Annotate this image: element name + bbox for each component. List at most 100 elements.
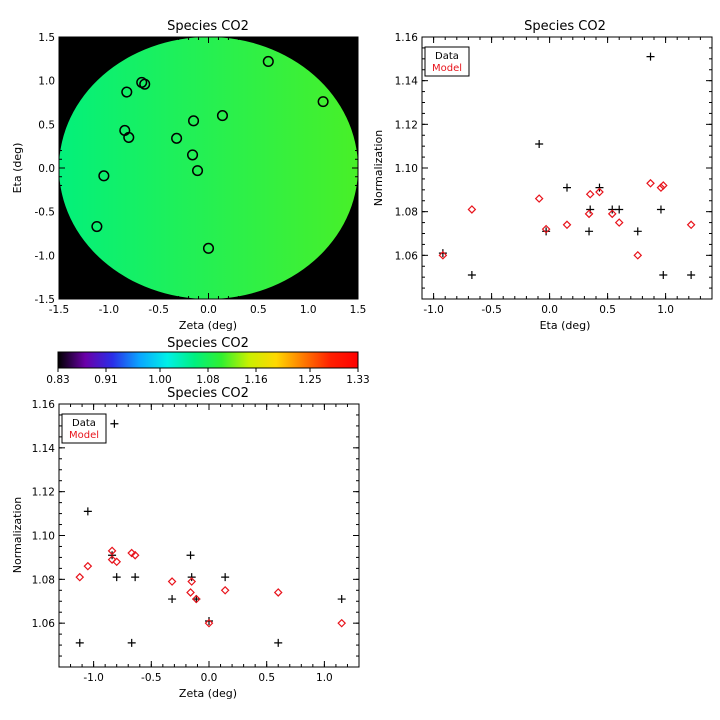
- model-point: [658, 181, 668, 190]
- data-point: [615, 205, 624, 214]
- data-point: [112, 573, 121, 582]
- map-point: [262, 55, 274, 68]
- model-point: [107, 546, 117, 556]
- y-tick-label: 1.16: [395, 32, 419, 44]
- zeta-legend-box: [61, 413, 107, 444]
- model-point: [75, 572, 85, 582]
- data-point: [646, 52, 655, 61]
- model-point: [646, 178, 655, 188]
- y-tick-label: 1.06: [32, 618, 56, 630]
- x-tick-label: -1.0: [83, 672, 104, 684]
- map-point: [216, 110, 229, 122]
- colorbar-tick-label: 1.25: [298, 374, 321, 386]
- model-point: [127, 548, 137, 558]
- data-point: [687, 270, 696, 279]
- y-tick-label: 0.5: [38, 119, 55, 131]
- x-tick-label: 1.0: [316, 672, 333, 684]
- eta-legend-model: Model: [432, 63, 462, 74]
- x-tick-label: 0.5: [250, 304, 267, 316]
- map-points: [91, 55, 329, 254]
- data-point: [108, 551, 117, 560]
- map-point: [136, 76, 148, 88]
- model-point: [83, 561, 93, 571]
- map-point: [317, 96, 329, 108]
- map-point: [202, 242, 215, 254]
- model-point: [467, 205, 477, 214]
- x-tick-label: 0.5: [599, 304, 616, 316]
- y-tick-label: 1.10: [395, 163, 418, 175]
- data-point: [221, 573, 230, 582]
- data-point: [127, 638, 136, 647]
- model-point: [438, 250, 448, 260]
- map-xlabel: Zeta (deg): [179, 319, 237, 332]
- model-point: [585, 189, 595, 199]
- x-tick-label: 0.0: [200, 304, 217, 316]
- x-tick-label: 1.0: [300, 304, 317, 316]
- model-point: [112, 557, 122, 567]
- colorbar-tick-label: 1.08: [196, 374, 219, 386]
- zeta-scatter-ylabel: Normalization: [11, 497, 24, 573]
- model-point: [130, 550, 140, 560]
- model-point: [204, 618, 214, 628]
- colorbar-tick-label: 1.16: [244, 374, 268, 386]
- model-point: [607, 209, 617, 219]
- data-point: [186, 551, 195, 560]
- data-point: [608, 205, 617, 214]
- data-point: [168, 595, 177, 604]
- y-tick-label: 1.06: [395, 250, 419, 262]
- zeta-legend-data: Data: [72, 418, 96, 429]
- y-tick-label: 1.5: [38, 32, 55, 44]
- eta-scatter-legend: Data Model: [424, 46, 470, 77]
- data-point: [656, 205, 665, 214]
- x-tick-label: -0.5: [141, 672, 162, 684]
- data-point: [535, 139, 544, 148]
- zeta-scatter-ticks: -1.0 -0.5 0.0 0.5 1.0 1.06 1.08 1.10 1.12 1.14 1.1…: [32, 399, 360, 684]
- x-tick-label: 1.0: [657, 304, 674, 316]
- map-ylabel: Eta (deg): [11, 143, 24, 194]
- map-panel: Species CO2 -1.5 -1.0 -0.5 0.0 0.5 1.0 1.5-1.5…: [11, 19, 366, 332]
- model-point: [534, 194, 544, 203]
- y-tick-label: 1.08: [395, 207, 418, 219]
- y-tick-label: 1.08: [32, 574, 55, 586]
- model-point: [220, 585, 230, 595]
- model-point: [337, 618, 347, 628]
- map-point: [188, 115, 200, 127]
- y-tick-label: 1.10: [32, 531, 55, 543]
- y-tick-label: 1.0: [38, 76, 55, 88]
- x-tick-label: -1.0: [99, 304, 120, 316]
- map-ticks: -1.5 -1.0 -0.5 0.0 0.5 1.0 1.5 -1.5 -1.0 -0.5 0.0 0…: [35, 32, 367, 316]
- data-point: [585, 227, 594, 236]
- model-point: [562, 220, 572, 230]
- model-point: [633, 250, 643, 260]
- y-tick-label: 1.12: [32, 487, 55, 499]
- x-tick-label: 0.0: [201, 672, 218, 684]
- data-point: [274, 638, 283, 647]
- y-tick-label: 1.14: [32, 443, 56, 455]
- data-point: [438, 249, 447, 258]
- eta-scatter-points: [438, 52, 696, 279]
- data-point: [131, 573, 140, 582]
- colorbar-ticks: 0.83 0.91 1.00 1.08 1.16 1.25 1.33: [46, 368, 370, 386]
- y-tick-label: 1.14: [395, 76, 419, 88]
- data-point: [542, 227, 551, 236]
- data-point: [110, 419, 119, 428]
- x-tick-label: 0.5: [258, 672, 275, 684]
- model-point: [656, 183, 666, 192]
- zeta-scatter-panel: Species CO2 -1.0 -0.5 0.0 0.5 1.0 1.06 1.08 1.1…: [11, 386, 360, 700]
- map-point: [123, 131, 135, 143]
- colorbar-tick-label: 1.00: [148, 374, 171, 386]
- zeta-legend-model: Model: [69, 430, 99, 441]
- eta-scatter-ylabel: Normalization: [372, 130, 385, 206]
- map-point: [187, 149, 199, 161]
- model-point: [187, 577, 197, 586]
- colorbar-tick-label: 1.33: [346, 374, 369, 386]
- x-tick-label: 1.5: [350, 304, 367, 316]
- map-point: [171, 132, 183, 144]
- x-tick-label: 0.0: [541, 304, 558, 316]
- map-title: Species CO2: [167, 19, 249, 34]
- x-tick-label: -1.5: [49, 304, 70, 316]
- data-point: [337, 595, 346, 604]
- y-tick-label: 1.16: [32, 399, 56, 411]
- colorbar-tick-label: 0.91: [94, 374, 117, 386]
- x-tick-label: -1.0: [423, 304, 444, 316]
